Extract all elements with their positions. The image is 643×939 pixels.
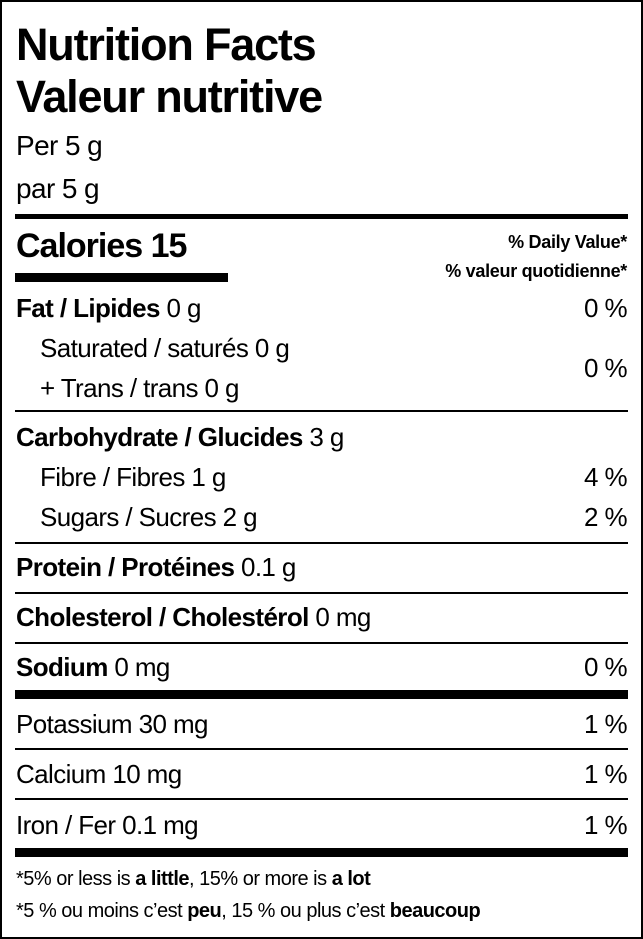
carb-row: Carbohydrate / Glucides 3 g: [16, 422, 344, 452]
saturated-row: Saturated / saturés 0 g: [40, 333, 290, 363]
calories-value: 15: [150, 227, 188, 265]
divider-heavy: [15, 848, 628, 857]
calories-label: Calories: [16, 227, 143, 265]
divider: [15, 798, 628, 800]
sodium-dv: 0 %: [583, 652, 628, 682]
fat-dv: 0 %: [583, 293, 628, 323]
dv-header-fr: % valeur quotidienne*: [445, 261, 627, 281]
fibre-row: Fibre / Fibres 1 g: [40, 462, 226, 492]
fat-row: Fat / Lipides 0 g: [16, 293, 201, 323]
cholesterol-row: Cholesterol / Cholestérol 0 mg: [16, 602, 371, 632]
protein-row: Protein / Protéines 0.1 g: [16, 552, 296, 582]
sugars-row: Sugars / Sucres 2 g: [40, 502, 258, 532]
iron-row: Iron / Fer 0.1 mg: [16, 810, 199, 840]
serving-size-fr: par 5 g: [16, 173, 100, 204]
divider: [15, 642, 628, 644]
calories: Calories 15: [16, 227, 188, 265]
trans-row: + Trans / trans 0 g: [40, 373, 239, 403]
sugars-dv: 2 %: [583, 502, 628, 532]
divider: [15, 748, 628, 750]
divider-thick: [15, 214, 628, 219]
title-fr: Valeur nutritive: [16, 71, 323, 122]
title-en: Nutrition Facts: [16, 19, 317, 70]
iron-dv: 1 %: [583, 810, 628, 840]
footnote-fr: *5 % ou moins c’est peu, 15 % ou plus c’…: [16, 900, 481, 922]
potassium-dv: 1 %: [583, 709, 628, 739]
dv-header-en: % Daily Value*: [508, 232, 627, 252]
serving-size-en: Per 5 g: [16, 130, 103, 161]
calcium-dv: 1 %: [583, 759, 628, 789]
potassium-row: Potassium 30 mg: [16, 709, 208, 739]
calcium-row: Calcium 10 mg: [16, 759, 182, 789]
calories-underline: [15, 273, 228, 282]
sodium-row: Sodium 0 mg: [16, 652, 170, 682]
divider-heavy: [15, 690, 628, 699]
footnote-en: *5% or less is a little, 15% or more is …: [16, 868, 371, 890]
sat-trans-dv: 0 %: [583, 353, 628, 383]
divider: [15, 542, 628, 544]
divider: [15, 592, 628, 594]
fibre-dv: 4 %: [583, 462, 628, 492]
divider: [15, 410, 628, 412]
